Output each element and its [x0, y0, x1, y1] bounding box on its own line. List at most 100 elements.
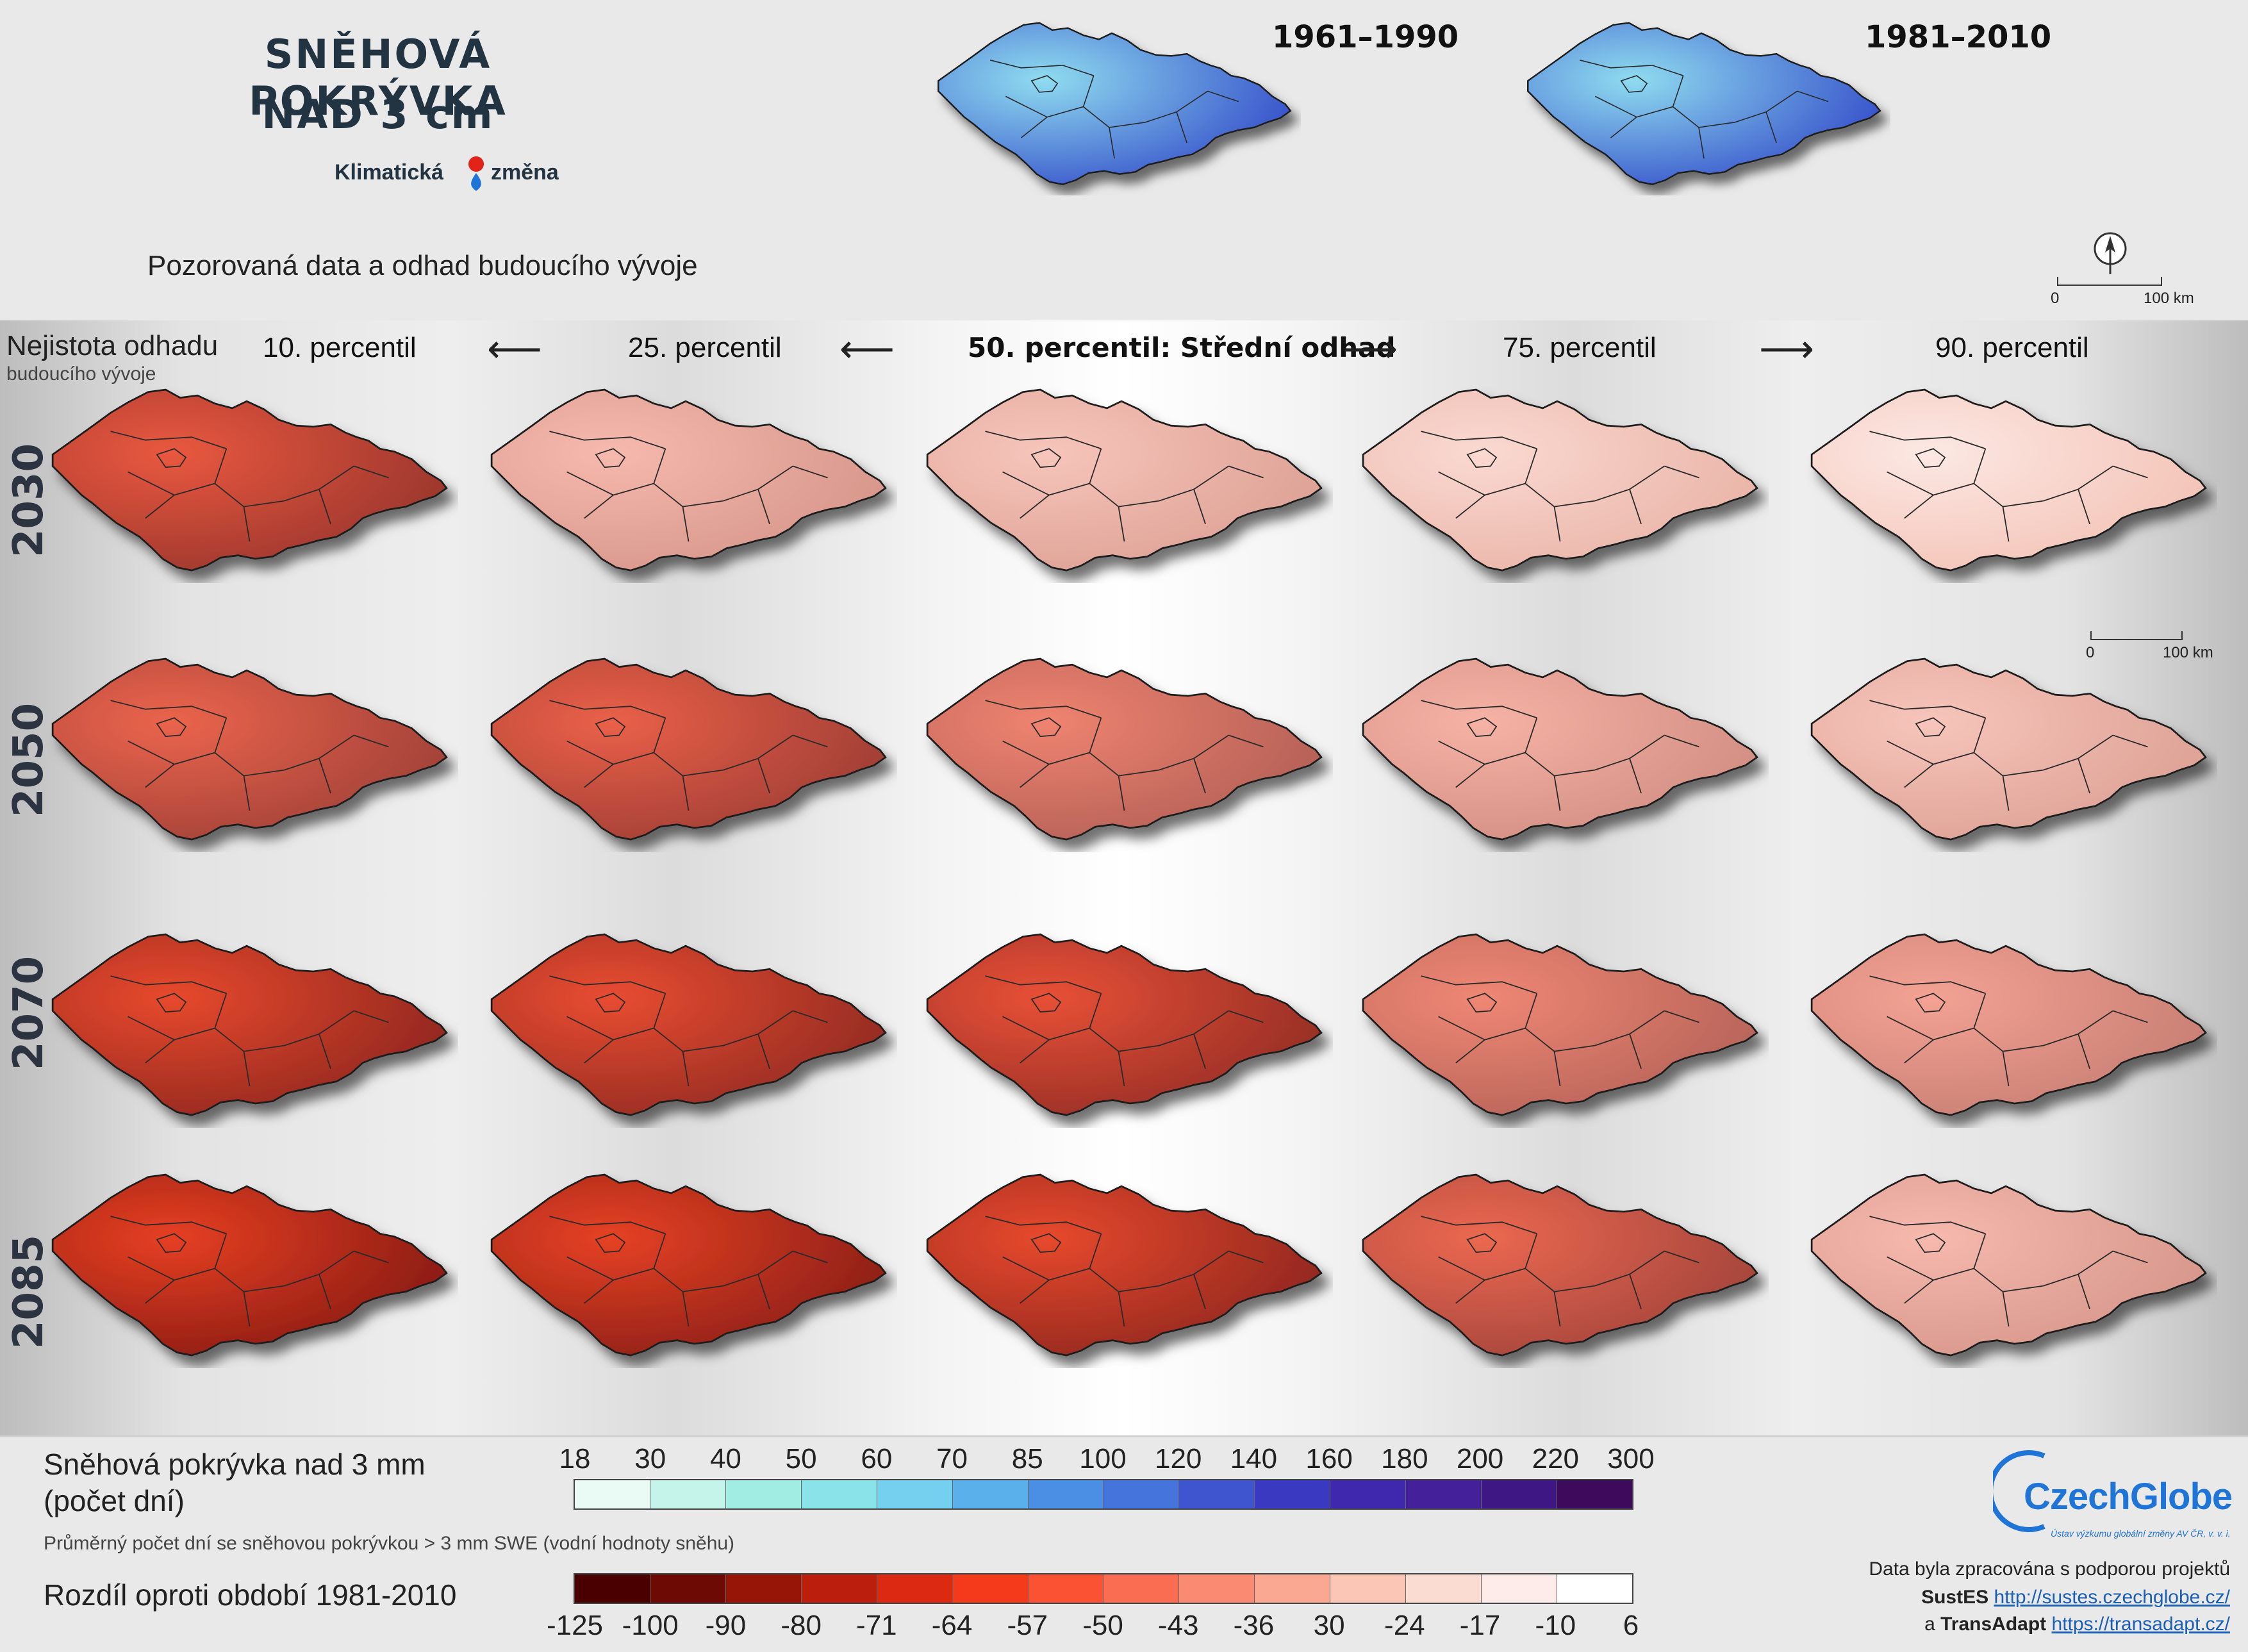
period-1961-1990: 1961–1990 — [1272, 19, 1459, 55]
projection-snow-map — [51, 657, 448, 841]
legend-tick: 6 — [1623, 1610, 1639, 1641]
region-borders — [549, 431, 828, 542]
brand-right: změna — [491, 160, 559, 185]
legend-tick: -125 — [546, 1610, 604, 1641]
legend-tick: -90 — [705, 1610, 747, 1641]
legend-swatch — [1557, 1480, 1632, 1508]
title-line1: SNĚHOVÁ POKRÝVKA — [249, 31, 508, 124]
legend-swatch — [1330, 1574, 1407, 1603]
legend-tick: 18 — [559, 1443, 591, 1474]
country-shape — [1810, 933, 2207, 1116]
projection-snow-map — [490, 388, 887, 572]
map-2050-p0 — [35, 647, 458, 852]
country-shape — [926, 1173, 1323, 1357]
legend-tick: 120 — [1154, 1443, 1202, 1474]
arrow-right-icon: ⟶ — [1343, 327, 1398, 370]
country-shape — [490, 388, 887, 572]
region-borders — [989, 60, 1239, 159]
region-borders — [110, 975, 389, 1087]
legend-tick: 160 — [1305, 1443, 1353, 1474]
project2-link[interactable]: https://transadapt.cz/ — [2051, 1614, 2230, 1635]
observed-snow-map — [938, 22, 1292, 186]
legend-tick: 50 — [785, 1443, 817, 1474]
percentile-90: 90. percentil — [1935, 332, 2089, 363]
legend-swatch — [725, 1480, 802, 1508]
projection-snow-map — [51, 1173, 448, 1357]
region-borders — [549, 975, 828, 1087]
map-2050-p2 — [910, 647, 1333, 852]
scale-bar-grid — [2090, 631, 2183, 640]
country-shape — [490, 657, 887, 841]
projection-snow-map — [926, 933, 1323, 1116]
country-shape — [490, 933, 887, 1116]
projection-snow-map — [1810, 657, 2207, 841]
period-1981-2010: 1981–2010 — [1865, 19, 2052, 55]
map-2085-p3 — [1346, 1163, 1769, 1368]
projection-snow-map — [1810, 388, 2207, 572]
region-borders — [1869, 1216, 2148, 1327]
arrow-right-icon: ⟶ — [1759, 327, 1815, 370]
legend-swatch — [801, 1574, 877, 1603]
legend-tick: -50 — [1082, 1610, 1123, 1641]
legend-swatch — [650, 1480, 726, 1508]
country-shape — [51, 1173, 448, 1357]
country-shape — [926, 657, 1323, 841]
legend-swatch — [877, 1480, 953, 1508]
map-2050-p4 — [1794, 647, 2217, 852]
legend-swatch — [801, 1480, 877, 1508]
scale-zero-grid: 0 — [2086, 644, 2095, 661]
diff-colorbar — [574, 1573, 1633, 1604]
project1-link[interactable]: http://sustes.czechglobe.cz/ — [1994, 1587, 2230, 1608]
legend-swatch — [1482, 1480, 1557, 1508]
country-shape — [926, 933, 1323, 1116]
brand-drop-icon — [467, 154, 486, 195]
legend-swatch — [1406, 1480, 1482, 1508]
region-borders — [1421, 431, 1699, 542]
percentile-75: 75. percentil — [1503, 332, 1657, 363]
legend-tick: -57 — [1007, 1610, 1048, 1641]
percentile-50: 50. percentil: Střední odhad — [968, 332, 1396, 363]
region-borders — [1421, 1216, 1699, 1327]
legend-swatch — [650, 1574, 726, 1603]
legend-tick: -10 — [1535, 1610, 1576, 1641]
projection-snow-map — [1810, 1173, 2207, 1357]
scale-zero-header: 0 — [2051, 290, 2060, 307]
projection-snow-map — [1810, 933, 2207, 1116]
snow-legend-note: Průměrný počet dní se sněhovou pokrývkou… — [44, 1533, 735, 1554]
legend-swatch — [575, 1480, 650, 1508]
scale-100-header: 100 km — [2144, 290, 2194, 307]
legend-swatch — [1179, 1574, 1255, 1603]
legend-swatch — [1482, 1574, 1557, 1603]
map-2030-p0 — [35, 378, 458, 583]
legend-tick: 40 — [709, 1443, 741, 1474]
region-borders — [985, 431, 1264, 542]
map-2070-p3 — [1346, 923, 1769, 1128]
projection-snow-map — [1362, 388, 1758, 572]
projection-snow-map — [1362, 1173, 1758, 1357]
legend-tick: -80 — [781, 1610, 822, 1641]
country-shape — [51, 388, 448, 572]
map-2070-p0 — [35, 923, 458, 1128]
region-borders — [985, 700, 1264, 811]
legend-swatch — [952, 1574, 1029, 1603]
projection-snow-map — [51, 388, 448, 572]
legend-tick: 100 — [1079, 1443, 1127, 1474]
legend-swatch — [1255, 1574, 1331, 1603]
legend-swatch — [952, 1480, 1029, 1508]
map-2030-p4 — [1794, 378, 2217, 583]
project2-prefix: a — [1924, 1614, 1935, 1635]
projection-snow-map — [1362, 657, 1758, 841]
country-shape — [1362, 1173, 1758, 1357]
map-2070-p2 — [910, 923, 1333, 1128]
country-shape — [51, 933, 448, 1116]
legend-tick: -17 — [1459, 1610, 1501, 1641]
map-2085-p1 — [474, 1163, 897, 1368]
map-2030-p1 — [474, 378, 897, 583]
country-shape — [938, 22, 1292, 186]
country-shape — [1362, 933, 1758, 1116]
legend-tick: -43 — [1157, 1610, 1199, 1641]
legend-tick: -64 — [931, 1610, 973, 1641]
projection-snow-map — [926, 657, 1323, 841]
region-borders — [110, 700, 389, 811]
legend-tick: -36 — [1233, 1610, 1275, 1641]
